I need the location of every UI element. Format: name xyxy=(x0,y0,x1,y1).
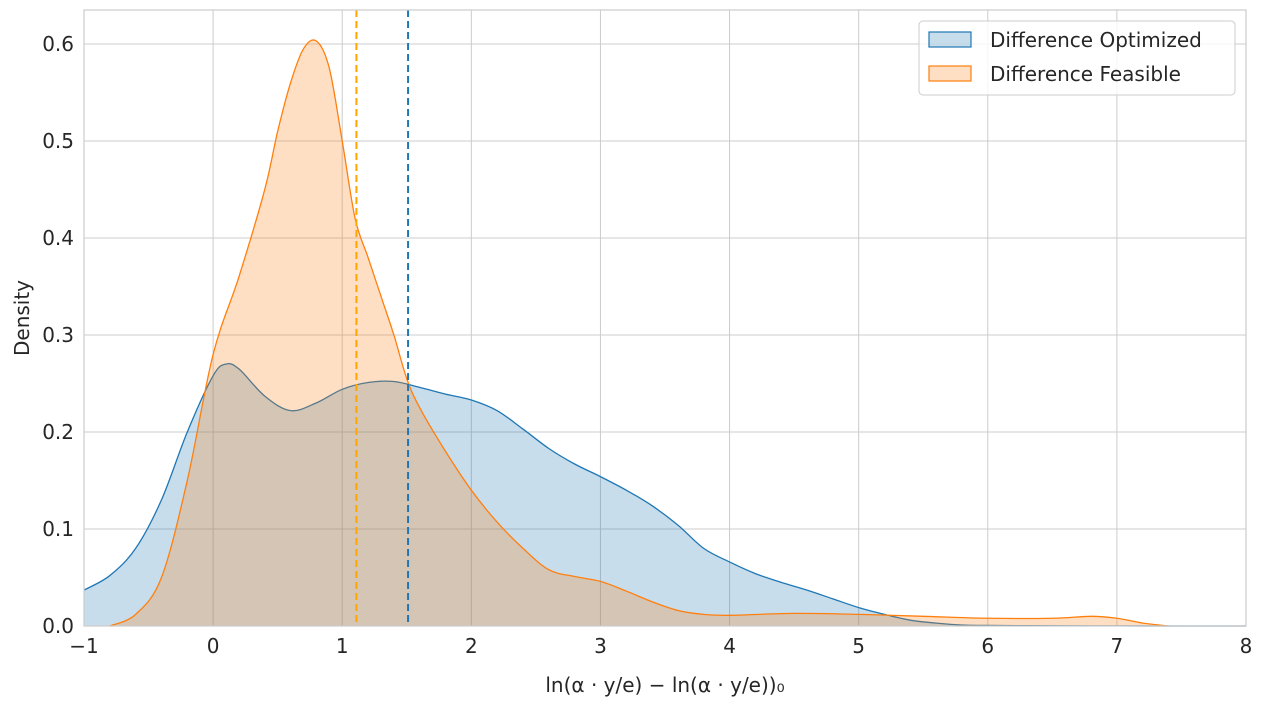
y-tick-label: 0.1 xyxy=(42,517,74,541)
mean-lines xyxy=(355,10,410,626)
x-tick-label: 2 xyxy=(465,634,478,658)
x-tick-label: 7 xyxy=(1111,634,1124,658)
x-tick-label: 3 xyxy=(594,634,607,658)
x-tick-label: 1 xyxy=(336,634,349,658)
plot-frame xyxy=(83,9,1247,627)
series-area xyxy=(83,39,1246,627)
tick-labels: −1 0 1 2 3 4 5 6 7 8 0.0 0.1 0.2 0.3 0.4 0.5 0.6 xyxy=(42,32,1252,658)
x-tick-label: −1 xyxy=(69,634,98,658)
x-tick-label: 4 xyxy=(723,634,736,658)
x-tick-label: 8 xyxy=(1240,634,1253,658)
y-tick-label: 0.6 xyxy=(42,32,74,56)
legend-box xyxy=(918,20,1236,96)
x-tick-label: 0 xyxy=(207,634,220,658)
legend-label: Difference Optimized xyxy=(990,28,1202,52)
y-tick-label: 0.4 xyxy=(42,226,74,250)
series-1-area xyxy=(84,363,1246,626)
legend: Difference Optimized Difference Feasible xyxy=(918,20,1236,96)
legend-entries: Difference Optimized Difference Feasible xyxy=(928,28,1202,86)
series-1-line xyxy=(83,362,1246,627)
x-tick-label: 6 xyxy=(981,634,994,658)
legend-swatch xyxy=(928,65,972,82)
x-axis-label: ln(α · y/e) − ln(α · y/e))₀ xyxy=(545,673,784,697)
series-2-line xyxy=(109,39,1169,627)
legend-swatch xyxy=(928,31,972,48)
y-tick-label: 0.0 xyxy=(42,614,74,638)
y-tick-label: 0.3 xyxy=(42,323,74,347)
y-axis-label: Density xyxy=(10,280,34,356)
y-tick-label: 0.2 xyxy=(42,420,74,444)
x-tick-label: 5 xyxy=(852,634,865,658)
y-tick-label: 0.5 xyxy=(42,129,74,153)
legend-label: Difference Feasible xyxy=(990,62,1181,86)
series-2-area xyxy=(109,39,1169,626)
